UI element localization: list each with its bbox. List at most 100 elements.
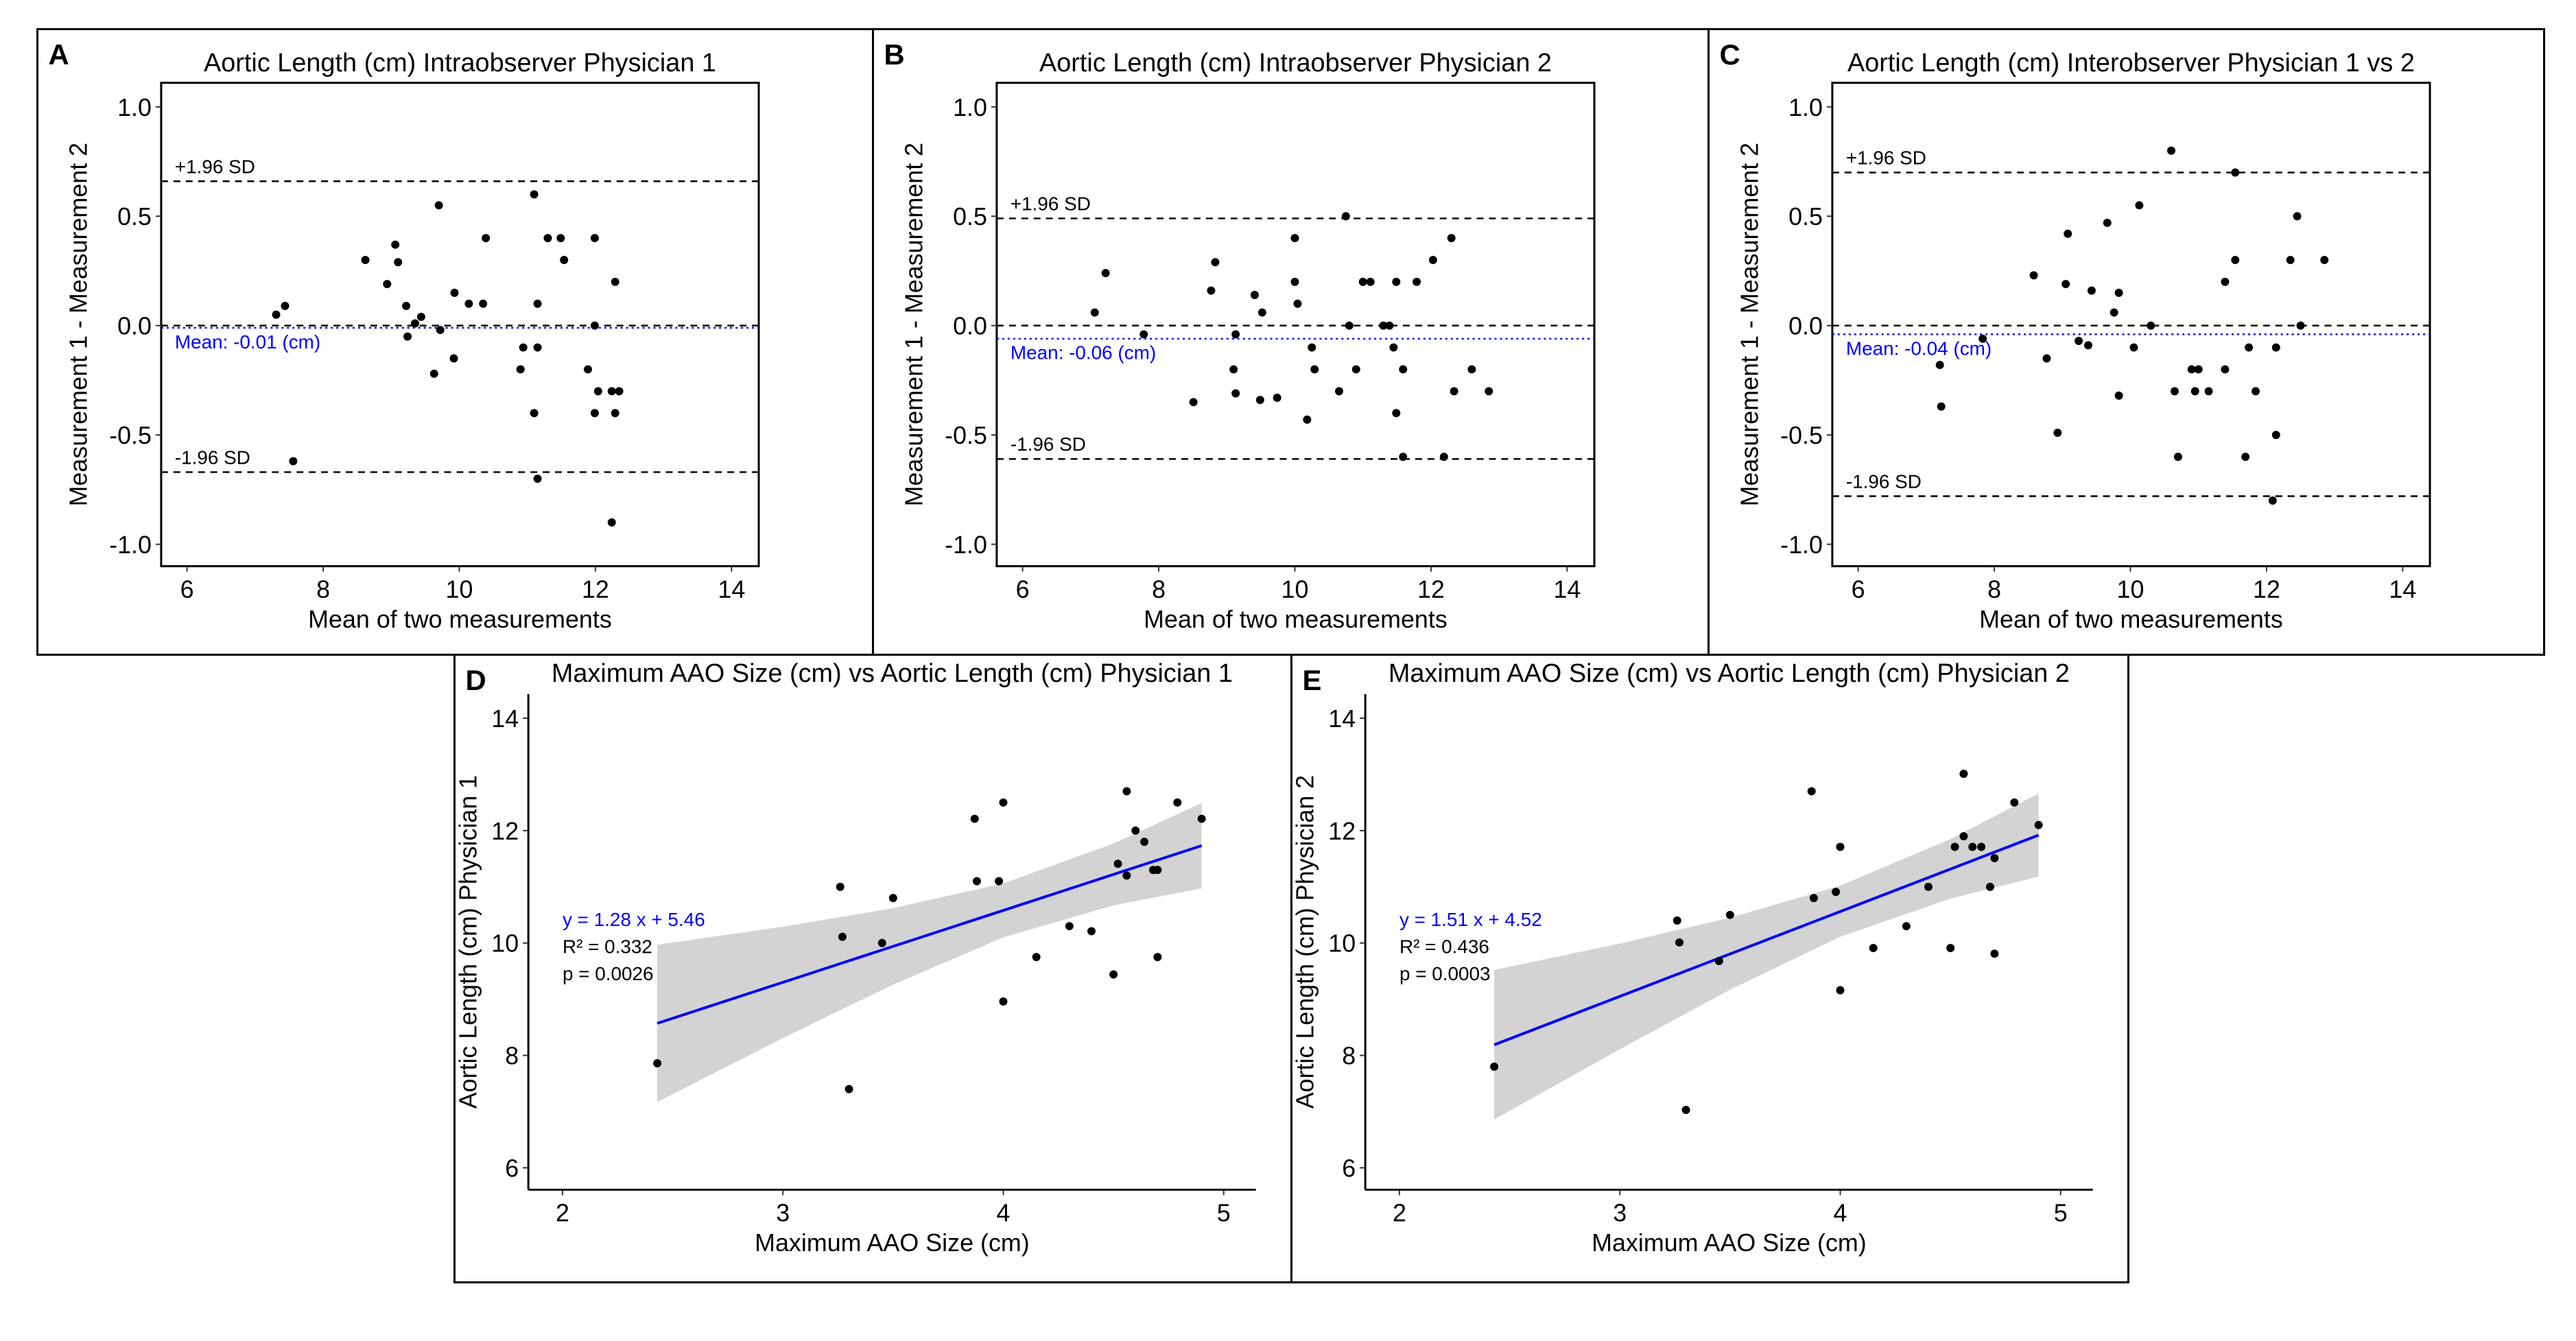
data-point: [1978, 334, 1987, 343]
data-point: [2271, 431, 2280, 440]
x-tick-label: 10: [446, 575, 473, 603]
y-tick-label: -0.5: [945, 422, 987, 449]
x-tick-label: 2: [556, 1199, 569, 1226]
data-point: [403, 332, 412, 341]
data-point: [615, 387, 624, 396]
data-point: [653, 1059, 662, 1068]
data-point: [289, 457, 298, 466]
reference-line-label: Mean: -0.04 (cm): [1846, 337, 1992, 359]
data-point: [1173, 798, 1182, 807]
panel-label: E: [1302, 664, 1321, 696]
x-tick-label: 8: [1152, 575, 1166, 603]
data-point: [2241, 453, 2250, 461]
data-point: [1290, 234, 1299, 243]
data-point: [1673, 916, 1681, 925]
panel-label: D: [465, 664, 486, 696]
y-tick-label: -0.5: [1780, 422, 1823, 449]
reference-line-label: -1.96 SD: [1011, 434, 1086, 455]
regression-line: [1493, 833, 2040, 1046]
data-point: [1290, 277, 1299, 286]
data-point: [272, 310, 281, 319]
p-value-label: p = 0.0026: [563, 963, 654, 984]
x-tick-label: 14: [718, 575, 745, 603]
data-point: [2320, 256, 2329, 265]
data-point: [1869, 944, 1878, 953]
r-squared-label: R² = 0.436: [1399, 936, 1489, 958]
data-point: [1153, 953, 1162, 962]
reference-line-label: +1.96 SD: [1846, 147, 1926, 169]
x-tick-label: 4: [997, 1199, 1011, 1226]
data-point: [1255, 396, 1264, 405]
data-point: [2029, 271, 2038, 280]
data-point: [1140, 838, 1149, 846]
regression-equation: y = 1.51 x + 4.52: [1399, 909, 1542, 930]
y-tick-label: 10: [1328, 930, 1356, 958]
x-tick-label: 12: [2253, 575, 2280, 603]
y-axis-title: Measurement 1 - Measurement 2: [900, 143, 927, 506]
data-point: [2293, 212, 2302, 221]
data-point: [844, 1084, 853, 1093]
y-tick-label: 1.0: [117, 94, 152, 121]
y-tick-label: -1.0: [109, 531, 152, 558]
chart-a: A Aortic Length (cm) Intraobserver Physic…: [48, 38, 760, 633]
p-value-label: p = 0.0003: [1399, 963, 1491, 984]
y-tick-label: 14: [491, 705, 519, 733]
plot-frame: [995, 82, 1596, 567]
y-tick-label: 14: [1328, 705, 1356, 733]
data-point: [464, 299, 473, 308]
data-point: [1113, 859, 1122, 868]
y-tick-label: 8: [1342, 1043, 1356, 1070]
data-point: [2194, 365, 2203, 374]
data-point: [394, 258, 403, 267]
data-point: [1231, 330, 1240, 339]
x-tick-label: 6: [1016, 575, 1030, 603]
data-point: [1153, 866, 1162, 875]
data-point: [1308, 343, 1316, 352]
data-point: [607, 518, 616, 527]
panel-e-regression-physician-2: E Maximum AAO Size (cm) vs Aortic Length …: [1290, 654, 2129, 1283]
data-point: [2296, 321, 2305, 330]
data-point: [556, 234, 565, 243]
data-point: [1399, 365, 1408, 374]
data-point: [1832, 888, 1841, 897]
data-point: [2268, 496, 2277, 505]
data-point: [2221, 277, 2230, 286]
x-axis-title: Maximum AAO Size (cm): [755, 1229, 1030, 1257]
data-point: [2231, 168, 2240, 177]
data-point: [999, 997, 1008, 1006]
y-tick-label: 1.0: [1788, 94, 1823, 121]
data-point: [1902, 922, 1911, 931]
regression-equation: y = 1.28 x + 5.46: [563, 909, 705, 930]
chart-title: Aortic Length (cm) Intraobserver Physici…: [1039, 49, 1552, 78]
data-point: [970, 814, 979, 823]
y-tick-label: -1.0: [1780, 531, 1823, 558]
data-point: [1836, 986, 1845, 995]
data-point: [1389, 343, 1398, 352]
x-tick-label: 2: [1393, 1199, 1406, 1226]
x-tick-label: 5: [1217, 1199, 1231, 1226]
data-point: [2271, 343, 2280, 352]
data-point: [1303, 415, 1312, 424]
data-point: [1197, 814, 1206, 823]
panel-label: A: [48, 38, 69, 71]
data-point: [1366, 277, 1375, 286]
data-point: [402, 302, 411, 310]
data-point: [281, 302, 289, 310]
data-point: [1959, 832, 1968, 841]
x-axis-title: Mean of two measurements: [308, 606, 612, 633]
y-tick-label: 1.0: [953, 94, 987, 121]
data-point: [1399, 453, 1408, 461]
panel-a-bland-altman-physician-1: A Aortic Length (cm) Intraobserver Physic…: [36, 28, 874, 656]
data-point: [1985, 882, 1994, 891]
data-point: [1392, 277, 1401, 286]
data-point: [877, 938, 886, 947]
chart-b: B Aortic Length (cm) Intraobserver Physic…: [884, 38, 1596, 633]
data-point: [516, 365, 525, 374]
data-point: [1935, 361, 1944, 370]
data-point: [560, 256, 569, 265]
data-point: [411, 319, 419, 328]
x-axis-title: Maximum AAO Size (cm): [1592, 1229, 1867, 1257]
chart-c: C Aortic Length (cm) Interobserver Physic…: [1719, 38, 2431, 633]
data-point: [1439, 453, 1448, 461]
r-squared-label: R² = 0.332: [563, 936, 652, 958]
